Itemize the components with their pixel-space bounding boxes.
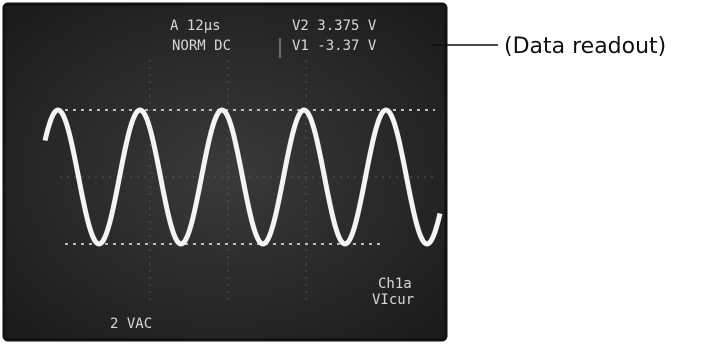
readout-v1: V1 -3.37 V — [292, 38, 377, 54]
timebase: A 12µs — [170, 18, 221, 34]
scale-label: 2 VAC — [110, 316, 152, 332]
channel-label: VIcur — [372, 292, 414, 308]
annotation: (Data readout) — [504, 34, 666, 59]
readout-v2: V2 3.375 V — [292, 18, 377, 34]
figure: A 12µs NORM DC V2 3.375 V V1 -3.37 V Ch1… — [0, 0, 709, 344]
channel-label: Ch1a — [378, 276, 412, 292]
trigger-mode: NORM DC — [172, 38, 231, 54]
